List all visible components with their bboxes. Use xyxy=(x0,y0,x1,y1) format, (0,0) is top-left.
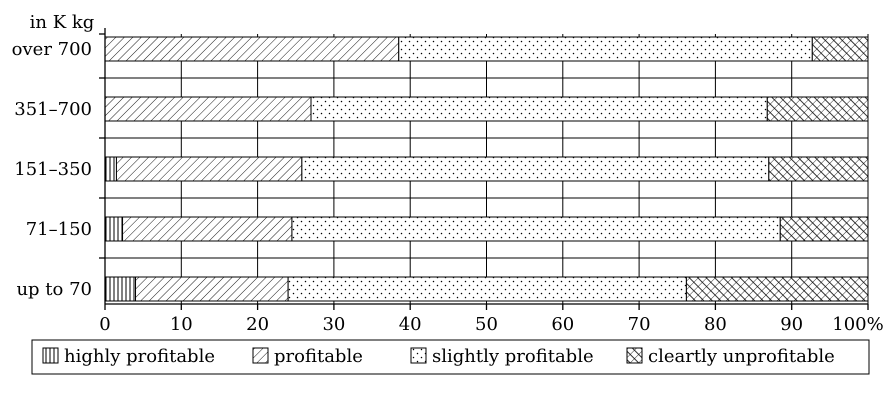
bar-segment xyxy=(287,276,687,302)
bar-segment xyxy=(779,216,869,242)
legend-swatch xyxy=(410,347,427,364)
legend: highly profitable profitable slightly prof… xyxy=(31,339,870,375)
legend-box xyxy=(31,339,870,375)
bar-segment xyxy=(310,96,768,122)
x-tick-label: 0 xyxy=(99,314,110,335)
x-tick-label: 90 xyxy=(780,314,803,335)
legend-label: cleartly unprofitable xyxy=(648,346,835,367)
bar-segment xyxy=(398,36,813,62)
x-tick-label: 100% xyxy=(832,314,883,335)
bar-segment xyxy=(104,96,312,122)
bar-segment xyxy=(301,156,770,182)
bar-segment xyxy=(104,36,400,62)
bar-segment xyxy=(811,36,869,62)
bar-segment xyxy=(135,276,289,302)
x-tick-label: 50 xyxy=(475,314,498,335)
bar-segment xyxy=(685,276,869,302)
axis-title: in K kg xyxy=(30,12,95,33)
x-ticks: 0 10 20 30 40 50 60 70 80 90 100% xyxy=(99,304,884,335)
x-tick-label: 30 xyxy=(322,314,345,335)
bar-segment xyxy=(104,216,124,242)
bar-segment xyxy=(104,156,117,182)
bars xyxy=(104,36,869,302)
x-tick-label: 80 xyxy=(704,314,727,335)
category-label: 71–150 xyxy=(26,219,92,240)
bar-segment xyxy=(115,156,303,182)
legend-swatch xyxy=(42,347,59,364)
legend-label: slightly profitable xyxy=(432,346,594,367)
bar-segment xyxy=(291,216,781,242)
legend-label: highly profitable xyxy=(64,346,215,367)
category-label: 151–350 xyxy=(14,159,92,180)
bar-segment xyxy=(104,276,137,302)
bar-segment xyxy=(122,216,293,242)
x-tick-label: 60 xyxy=(551,314,574,335)
x-tick-label: 70 xyxy=(628,314,651,335)
legend-swatch xyxy=(626,347,643,364)
category-label: over 700 xyxy=(12,39,92,60)
legend-swatch xyxy=(252,347,269,364)
x-tick-label: 40 xyxy=(399,314,422,335)
category-label: 351–700 xyxy=(14,99,92,120)
bar-segment xyxy=(768,156,869,182)
x-tick-label: 20 xyxy=(246,314,269,335)
category-label: up to 70 xyxy=(16,279,92,300)
legend-label: profitable xyxy=(274,346,363,367)
bar-segment xyxy=(766,96,869,122)
category-labels: over 700 351–700 151–350 71–150 up to 70 xyxy=(12,39,92,300)
x-tick-label: 10 xyxy=(170,314,193,335)
